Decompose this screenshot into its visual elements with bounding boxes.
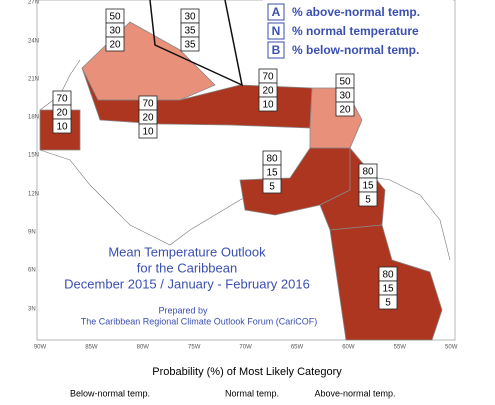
value-text: 20 bbox=[142, 113, 154, 124]
value-text: 80 bbox=[266, 154, 278, 165]
value-text: 70 bbox=[56, 94, 68, 105]
title-line: Mean Temperature Outlook bbox=[108, 244, 266, 259]
legend-text: % below-normal temp. bbox=[292, 43, 419, 57]
value-text: 20 bbox=[339, 105, 351, 116]
lon-label: 90W bbox=[34, 345, 47, 351]
footer-caption: Probability (%) of Most Likely Category bbox=[152, 366, 342, 378]
value-text: 30 bbox=[184, 12, 196, 23]
lon-label: 70W bbox=[239, 345, 252, 351]
value-text: 5 bbox=[269, 182, 275, 193]
legend-letter: B bbox=[272, 43, 281, 57]
value-text: 30 bbox=[109, 26, 121, 37]
lat-label: 3N bbox=[28, 307, 36, 313]
value-text: 35 bbox=[184, 26, 196, 37]
value-box bbox=[335, 101, 355, 117]
value-text: 15 bbox=[382, 284, 394, 295]
value-text: 80 bbox=[382, 270, 394, 281]
value-text: 20 bbox=[56, 108, 68, 119]
value-box bbox=[180, 36, 200, 52]
legend-key bbox=[267, 22, 285, 40]
lon-label: 60W bbox=[342, 345, 355, 351]
legend-key bbox=[267, 3, 285, 21]
lat-label: 27N bbox=[28, 0, 39, 6]
lon-label: 80W bbox=[137, 345, 150, 351]
legend-bg bbox=[263, 0, 453, 64]
value-text: 15 bbox=[362, 181, 374, 192]
lat-label: 15N bbox=[28, 153, 39, 159]
value-text: 15 bbox=[266, 168, 278, 179]
value-text: 10 bbox=[142, 127, 154, 138]
legend-letter: A bbox=[272, 5, 281, 19]
lon-label: 85W bbox=[85, 345, 98, 351]
lat-label: 24N bbox=[28, 39, 39, 45]
value-text: 5 bbox=[385, 298, 391, 309]
lat-label: 9N bbox=[28, 230, 36, 236]
value-box bbox=[105, 36, 125, 52]
footer-category: Above-normal temp. bbox=[314, 388, 395, 398]
lat-label: 21N bbox=[28, 77, 39, 83]
value-box bbox=[138, 123, 158, 139]
value-text: 70 bbox=[262, 72, 274, 83]
value-box bbox=[358, 191, 378, 207]
footer-category: Below-normal temp. bbox=[70, 388, 150, 398]
value-text: 50 bbox=[109, 12, 121, 23]
region-border bbox=[149, 0, 244, 87]
lon-label: 75W bbox=[188, 345, 201, 351]
value-text: 10 bbox=[56, 122, 68, 133]
legend-letter: N bbox=[272, 24, 281, 38]
lon-label: 55W bbox=[394, 345, 407, 351]
prepared-line: Prepared by bbox=[158, 305, 208, 315]
value-box bbox=[52, 118, 72, 134]
value-box bbox=[258, 96, 278, 112]
title-line: for the Caribbean bbox=[137, 260, 237, 275]
value-box bbox=[262, 178, 282, 194]
legend-text: % normal temperature bbox=[292, 24, 419, 38]
lon-label: 50W bbox=[445, 345, 458, 351]
value-text: 30 bbox=[339, 91, 351, 102]
value-text: 20 bbox=[262, 86, 274, 97]
value-text: 5 bbox=[365, 195, 371, 206]
lat-label: 6N bbox=[28, 268, 36, 274]
value-box bbox=[378, 294, 398, 310]
lat-label: 18N bbox=[28, 115, 39, 121]
legend-text: % above-normal temp. bbox=[292, 5, 420, 19]
value-text: 70 bbox=[142, 99, 154, 110]
value-text: 50 bbox=[339, 77, 351, 88]
value-text: 35 bbox=[184, 40, 196, 51]
lon-label: 65W bbox=[291, 345, 304, 351]
prepared-line: The Caribbean Regional Climate Outlook F… bbox=[81, 316, 318, 326]
title-line: December 2015 / January - February 2016 bbox=[64, 276, 310, 291]
value-text: 20 bbox=[109, 40, 121, 51]
lat-label: 12N bbox=[28, 192, 39, 198]
footer-category: Normal temp. bbox=[225, 388, 279, 398]
value-text: 10 bbox=[262, 100, 274, 111]
legend-key bbox=[267, 41, 285, 59]
value-text: 80 bbox=[362, 167, 374, 178]
